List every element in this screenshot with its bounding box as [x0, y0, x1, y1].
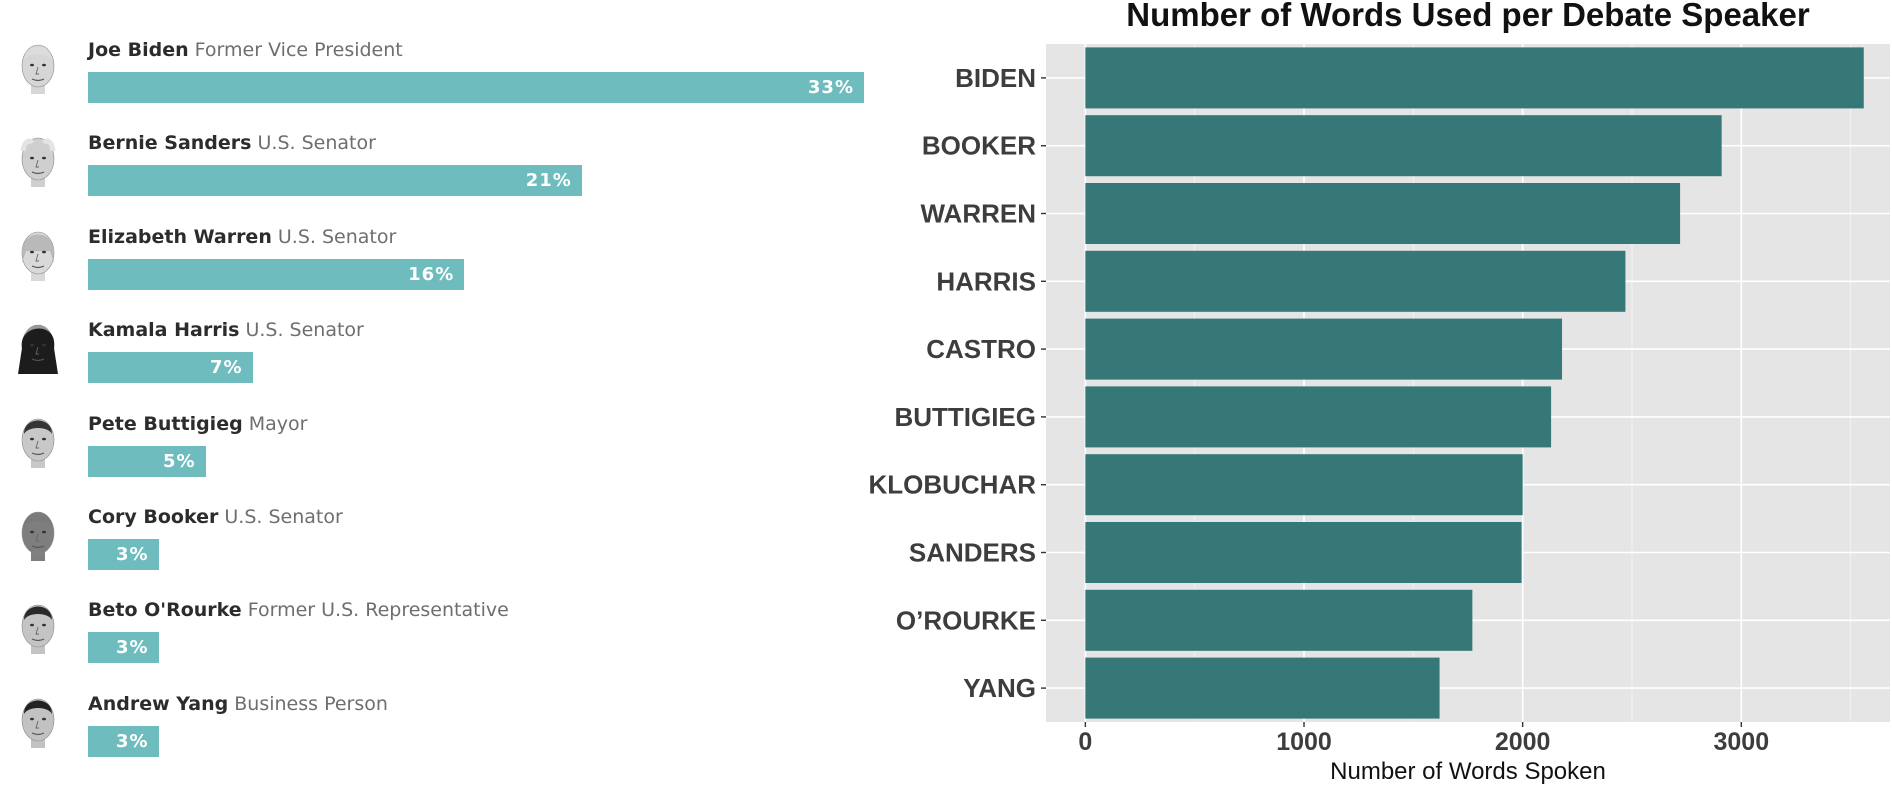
candidate-portrait	[14, 314, 62, 378]
poll-bar: 5%	[88, 445, 206, 477]
poll-bar: 3%	[88, 725, 159, 757]
candidate-label: Cory Booker U.S. Senator	[88, 506, 343, 528]
poll-percent-label: 3%	[115, 544, 149, 565]
candidate-name: Andrew Yang	[88, 692, 229, 715]
candidate-portrait	[14, 594, 62, 658]
candidate-row: Elizabeth Warren U.S. Senator 16%	[0, 221, 880, 314]
y-tick-label: SANDERS	[909, 538, 1036, 568]
words-chart: BIDEN BOOKER WARREN HARRIS CASTRO BUTTIGIEG KL…	[868, 0, 1890, 785]
bar-biden	[1085, 47, 1864, 109]
candidate-portrait	[14, 221, 62, 285]
candidate-portrait	[14, 501, 62, 565]
candidate-name: Cory Booker	[88, 506, 219, 528]
candidate-name: Elizabeth Warren	[88, 225, 272, 248]
bar-warren	[1085, 182, 1681, 245]
poll-bar: 3%	[88, 539, 159, 570]
x-tick-label: 1000	[1276, 728, 1332, 756]
y-tick-label: CASTRO	[926, 334, 1036, 364]
candidate-row: Cory Booker U.S. Senator 3%	[0, 501, 880, 594]
candidate-label: Pete Buttigieg Mayor	[88, 413, 307, 435]
candidate-role: Mayor	[242, 412, 308, 435]
candidate-role: Former U.S. Representative	[241, 599, 509, 622]
candidate-row: Pete Buttigieg Mayor 5%	[0, 408, 880, 501]
bar-yang	[1085, 657, 1440, 719]
poll-percent-label: 5%	[163, 450, 196, 472]
bar-klobuchar	[1085, 454, 1523, 516]
candidate-name: Kamala Harris	[88, 319, 240, 342]
candidate-role: U.S. Senator	[239, 319, 364, 342]
x-tick-label: 0	[1078, 728, 1092, 756]
candidate-name: Bernie Sanders	[88, 132, 252, 155]
candidate-role: U.S. Senator	[218, 506, 343, 528]
candidate-portrait	[14, 34, 62, 98]
y-tick-label: HARRIS	[936, 266, 1036, 296]
x-axis-title: Number of Words Spoken	[1330, 758, 1606, 785]
candidate-label: Joe Biden Former Vice President	[88, 39, 403, 61]
y-tick-label: BOOKER	[922, 131, 1036, 161]
poll-bar: 3%	[88, 632, 159, 664]
bar-castro	[1085, 318, 1563, 380]
bar-buttigieg	[1085, 386, 1552, 448]
poll-panel: Joe Biden Former Vice President 33% Berni…	[0, 0, 880, 808]
bar-orourke	[1085, 589, 1473, 651]
bar-sanders	[1085, 521, 1522, 584]
candidate-row: Joe Biden Former Vice President 33%	[0, 34, 880, 127]
bar-booker	[1085, 115, 1722, 177]
candidate-label: Elizabeth Warren U.S. Senator	[88, 226, 396, 248]
candidate-role: U.S. Senator	[251, 132, 376, 155]
poll-percent-label: 21%	[525, 170, 572, 192]
candidate-label: Kamala Harris U.S. Senator	[88, 319, 364, 341]
poll-percent-label: 33%	[807, 77, 854, 98]
poll-bar: 33%	[88, 72, 864, 103]
y-tick-label: KLOBUCHAR	[868, 470, 1036, 500]
poll-bar: 21%	[88, 165, 582, 197]
candidate-portrait	[14, 408, 62, 472]
poll-percent-label: 7%	[210, 357, 243, 379]
candidate-role: Former Vice President	[188, 39, 403, 61]
candidate-row: Beto O'Rourke Former U.S. Representative…	[0, 594, 880, 687]
y-tick-label: BUTTIGIEG	[894, 402, 1036, 432]
bar-harris	[1085, 250, 1626, 312]
chart-title: Number of Words Used per Debate Speaker	[1126, 0, 1810, 33]
poll-percent-label: 3%	[115, 637, 149, 659]
candidate-portrait	[14, 127, 62, 191]
poll-percent-label: 16%	[408, 263, 455, 285]
candidate-role: U.S. Senator	[271, 225, 397, 248]
poll-bar: 7%	[88, 352, 253, 384]
candidate-row: Kamala Harris U.S. Senator 7%	[0, 314, 880, 407]
poll-percent-label: 3%	[115, 730, 149, 752]
candidate-row: Bernie Sanders U.S. Senator 21%	[0, 127, 880, 220]
y-tick-label: BIDEN	[955, 63, 1036, 93]
candidate-row: Andrew Yang Business Person 3%	[0, 688, 880, 781]
candidate-label: Bernie Sanders U.S. Senator	[88, 132, 376, 154]
candidate-label: Beto O'Rourke Former U.S. Representative	[88, 599, 509, 621]
candidate-name: Pete Buttigieg	[88, 412, 243, 435]
y-tick-label: YANG	[963, 673, 1036, 703]
x-tick-label: 3000	[1714, 728, 1770, 756]
candidate-name: Joe Biden	[88, 39, 189, 61]
candidate-role: Business Person	[228, 692, 388, 715]
candidate-portrait	[14, 688, 62, 752]
x-tick-label: 2000	[1495, 728, 1551, 756]
poll-bar: 16%	[88, 258, 465, 290]
candidate-name: Beto O'Rourke	[88, 599, 242, 622]
candidate-label: Andrew Yang Business Person	[88, 693, 388, 715]
y-tick-label: O’ROURKE	[896, 605, 1036, 635]
y-tick-label: WARREN	[920, 199, 1036, 229]
